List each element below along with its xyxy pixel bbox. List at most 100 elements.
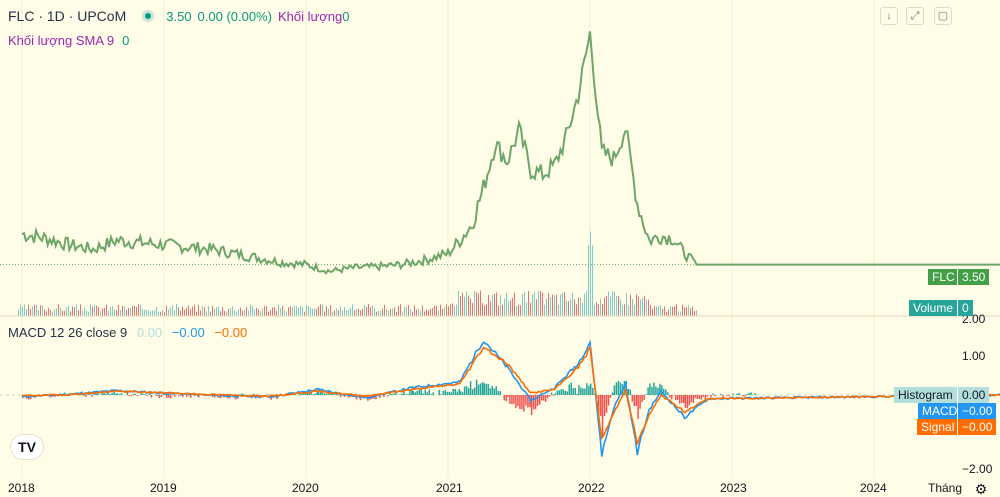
volume-bar: [296, 306, 297, 316]
volume-bar: [440, 304, 441, 316]
histogram-bar: [588, 385, 590, 395]
volume-bar: [220, 311, 221, 316]
volume-bar: [578, 297, 579, 316]
volume-bar: [372, 305, 373, 316]
macd-tag-value: −0.00: [962, 404, 993, 418]
macd-axis-label: −2.00: [962, 462, 993, 476]
histogram-bar: [194, 395, 196, 397]
volume-bar: [528, 290, 529, 316]
volume-bar: [170, 307, 171, 316]
volume-bar: [108, 310, 109, 316]
volume-bar: [406, 306, 407, 316]
volume-bar: [612, 291, 613, 316]
volume-bar: [254, 309, 255, 316]
histogram-bar: [558, 390, 560, 395]
histogram-bar: [481, 381, 484, 395]
volume-bar: [22, 306, 23, 316]
signal-tag-value: −0.00: [962, 420, 993, 434]
arrow-down-icon[interactable]: ↓: [880, 7, 898, 25]
volume-bar: [346, 310, 347, 316]
volume-bar: [432, 307, 433, 316]
volume-bar: [546, 298, 547, 316]
volume-bar: [560, 294, 561, 316]
histogram-bar: [54, 395, 56, 397]
histogram-bar: [162, 393, 165, 395]
volume-bar: [248, 310, 249, 316]
histogram-bar: [566, 391, 568, 395]
volume-bar: [686, 307, 687, 316]
histogram-bar: [532, 395, 535, 410]
volume-bar: [476, 291, 477, 316]
histogram-bar: [675, 395, 677, 400]
histogram-bar: [99, 394, 101, 395]
macd-signal-value: −0.00: [214, 325, 248, 340]
histogram-bar: [738, 393, 740, 395]
histogram-bar: [134, 393, 137, 395]
histogram-bar: [698, 395, 701, 400]
symbol-title[interactable]: FLC · 1D · UPCoM: [8, 8, 127, 24]
volume-bar: [562, 292, 563, 316]
macd-legend[interactable]: MACD 12 26 close 9 0.00 −0.00 −0.00: [8, 325, 247, 340]
gear-icon[interactable]: ⚙: [974, 481, 988, 497]
volume-bar: [506, 292, 507, 316]
volume-bar: [52, 311, 53, 316]
histogram-bar: [444, 390, 446, 395]
histogram-bar: [572, 388, 574, 395]
histogram-bar: [540, 395, 543, 401]
volume-bar: [28, 304, 29, 316]
histogram-bar: [623, 380, 626, 395]
histogram-bar: [728, 395, 730, 396]
histogram-bar: [401, 393, 403, 395]
histogram-bar: [452, 388, 454, 395]
volume-bar: [536, 299, 537, 316]
histogram-bar: [582, 388, 584, 395]
market-status-icon[interactable]: [142, 10, 155, 22]
volume-bar: [324, 311, 325, 316]
histogram-bar: [101, 392, 103, 395]
maximize-icon[interactable]: ⤢: [906, 7, 924, 25]
volume-bar: [458, 290, 459, 316]
histogram-bar: [467, 388, 470, 395]
volume-bar: [46, 311, 47, 316]
histogram-bar: [683, 395, 685, 403]
volume-bar: [274, 307, 275, 316]
volume-bar: [130, 308, 131, 316]
volume-bar: [90, 304, 91, 316]
fullscreen-icon[interactable]: ▢: [934, 7, 952, 25]
volume-sma-legend[interactable]: Khối lượng SMA 9 0: [8, 33, 129, 48]
volume-bar: [538, 291, 539, 316]
volume-bar: [258, 309, 259, 316]
histogram-bar: [519, 395, 521, 409]
volume-bar: [350, 307, 351, 316]
histogram-bar: [748, 392, 750, 395]
volume-bar: [574, 299, 575, 316]
histogram-bar: [534, 395, 537, 410]
tradingview-logo-icon[interactable]: TV: [10, 434, 44, 460]
histogram-bar: [473, 387, 476, 395]
volume-bar: [82, 310, 83, 316]
volume-bar: [512, 297, 513, 316]
volume-bar: [674, 306, 675, 316]
histogram-bar: [696, 395, 699, 399]
volume-bar: [358, 308, 359, 316]
volume-bar: [676, 304, 677, 316]
volume-bar: [596, 302, 597, 316]
histogram-bar: [375, 395, 377, 400]
histogram-bar: [458, 388, 460, 395]
volume-bar: [412, 311, 413, 316]
histogram-bar: [319, 391, 322, 395]
histogram-bar: [503, 395, 505, 401]
histogram-bar: [178, 395, 180, 397]
volume-bar: [386, 309, 387, 316]
macd-line: [21, 339, 1000, 457]
histogram-bar: [562, 389, 564, 395]
volume-bar: [38, 310, 39, 316]
volume-bar: [224, 310, 225, 316]
histogram-bar: [726, 395, 728, 396]
volume-bar: [174, 310, 175, 316]
histogram-bar: [405, 394, 407, 395]
histogram-bar: [645, 394, 647, 395]
volume-sma-label: Khối lượng SMA 9: [8, 33, 115, 48]
